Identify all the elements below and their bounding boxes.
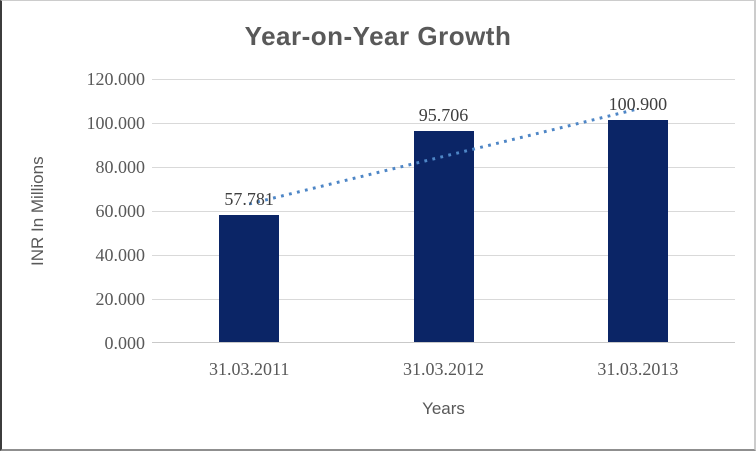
gridline xyxy=(152,123,735,124)
bar-31.03.2012 xyxy=(413,131,474,342)
y-tick-label: 120.000 xyxy=(86,69,146,89)
x-axis-title: Years xyxy=(422,399,465,418)
y-tick-label: 20.000 xyxy=(95,289,146,309)
y-tick-label: 80.000 xyxy=(95,157,146,177)
x-tick-label: 31.03.2013 xyxy=(597,359,679,379)
bar-31.03.2011 xyxy=(219,214,280,342)
x-tick-label: 31.03.2011 xyxy=(208,359,290,379)
x-tick-label: 31.03.2012 xyxy=(402,359,484,379)
y-tick-label: 40.000 xyxy=(95,245,146,265)
gridline xyxy=(152,79,735,80)
bar-data-label: 100.900 xyxy=(608,94,668,115)
x-axis-tick-labels: 31.03.2011 31.03.2012 31.03.2013 xyxy=(152,358,735,380)
bar-data-label: 57.781 xyxy=(224,188,274,209)
chart-title: Year-on-Year Growth xyxy=(244,21,512,51)
x-axis-line xyxy=(152,342,735,343)
trendline xyxy=(248,107,639,206)
bar-data-label: 95.706 xyxy=(418,105,469,126)
y-tick-label: 100.000 xyxy=(86,113,146,133)
y-tick-label: 60.000 xyxy=(95,201,146,221)
bar-31.03.2013 xyxy=(607,120,668,342)
plot-area: 57.781 95.706 100.900 xyxy=(152,79,735,343)
y-tick-label: 0.000 xyxy=(104,333,146,353)
